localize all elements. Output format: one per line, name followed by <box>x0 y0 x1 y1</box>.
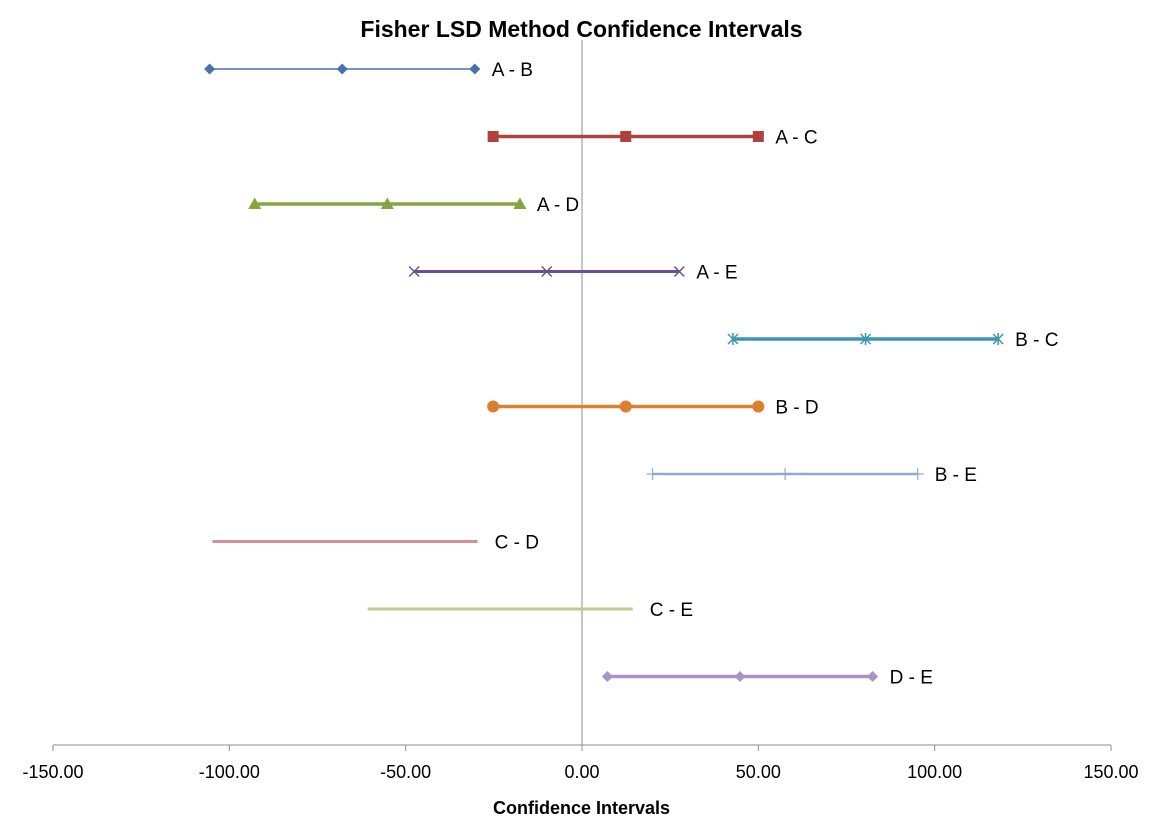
data-point <box>469 63 481 75</box>
data-point <box>867 671 879 682</box>
series-b-c: B - C <box>727 330 1058 351</box>
data-point <box>336 63 348 75</box>
data-point <box>380 197 394 209</box>
data-point <box>541 265 553 278</box>
series-label: B - D <box>775 398 818 419</box>
data-point <box>734 671 746 682</box>
data-point <box>860 333 872 345</box>
series-label: C - D <box>495 533 539 554</box>
chart-title: Fisher LSD Method Confidence Intervals <box>360 16 803 42</box>
x-tick-label: 100.00 <box>907 762 962 782</box>
series-a-d: A - D <box>248 195 579 216</box>
data-point <box>248 197 262 209</box>
x-axis-title: Confidence Intervals <box>492 798 671 818</box>
data-point <box>487 131 499 142</box>
series-b-d: B - D <box>487 398 819 419</box>
series-a-c: A - C <box>487 128 818 149</box>
x-tick-label: -50.00 <box>380 762 431 782</box>
series-label: B - C <box>1015 330 1058 351</box>
data-point <box>779 468 792 480</box>
data-point <box>204 63 216 75</box>
data-point <box>646 468 659 480</box>
data-point <box>601 671 613 682</box>
series-label: C - E <box>650 600 693 621</box>
series-label: B - E <box>935 465 977 486</box>
x-tick-label: -100.00 <box>199 762 260 782</box>
x-tick-label: 50.00 <box>736 762 781 782</box>
axes-layer: -150.00 -100.00 -50.00 0.00 50.00 100.00 150.0… <box>22 40 1139 782</box>
series-c-e: C - E <box>367 600 693 621</box>
data-point <box>727 333 739 345</box>
series-label: A - B <box>492 60 533 81</box>
series-d-e: D - E <box>601 668 933 689</box>
x-tick-label: -150.00 <box>22 762 83 782</box>
data-point <box>487 400 500 413</box>
data-point <box>752 131 764 142</box>
data-point <box>992 333 1004 345</box>
series-a-b: A - B <box>204 60 533 81</box>
data-point <box>408 265 420 278</box>
series-layer: A - B A - C A - D A - E B - C B - D B - E C - D… <box>204 60 1058 689</box>
data-point <box>620 131 632 142</box>
data-point <box>619 400 632 413</box>
series-b-e: B - E <box>646 465 977 486</box>
data-point <box>752 400 765 413</box>
series-c-d: C - D <box>212 533 539 554</box>
series-label: A - D <box>537 195 579 216</box>
x-tick-label: 0.00 <box>564 762 599 782</box>
series-label: D - E <box>890 668 933 689</box>
series-label: A - E <box>696 263 737 284</box>
data-point <box>513 197 527 209</box>
series-label: A - C <box>775 128 817 149</box>
series-a-e: A - E <box>408 263 738 284</box>
data-point <box>911 468 924 480</box>
data-point <box>673 265 685 278</box>
x-tick-label: 150.00 <box>1083 762 1138 782</box>
